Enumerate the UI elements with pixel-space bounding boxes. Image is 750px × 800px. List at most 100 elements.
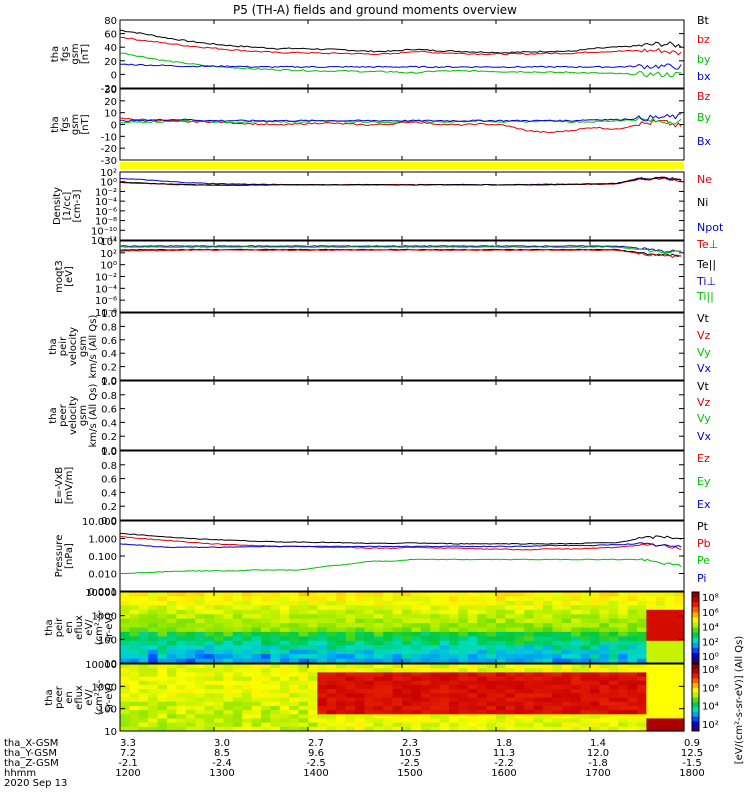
spectrogram-cell (195, 645, 206, 651)
spectrogram-cell (561, 668, 572, 673)
panel-10 (119, 663, 685, 732)
spectrogram-cell (496, 658, 506, 664)
spectrogram-cell (439, 664, 450, 669)
spectrogram-cell (571, 614, 582, 620)
spectrogram-cell (251, 689, 262, 694)
x-tick-label: 1400 (303, 768, 328, 779)
spectrogram-cell (129, 676, 140, 682)
spectrogram-cell (261, 668, 271, 673)
spectrogram-cell (326, 697, 337, 703)
spectrogram-cell (458, 654, 469, 660)
spectrogram-cell (618, 672, 629, 678)
spectrogram-cell (674, 600, 685, 606)
spectrogram-cell (185, 592, 196, 597)
spectrogram-cell (185, 596, 196, 602)
spectrogram-cell (138, 631, 149, 637)
spectrogram-cell (477, 718, 488, 724)
spectrogram-cell (242, 605, 253, 611)
spectrogram-cell (176, 658, 187, 664)
spectrogram-cell (317, 605, 328, 611)
colorbar-cell (692, 602, 699, 608)
spectrogram-cell (590, 664, 600, 669)
y-axis-label: tha (48, 407, 59, 423)
spectrogram-cell (561, 672, 572, 678)
spectrogram-cell (533, 609, 544, 615)
spectrogram-cell (326, 689, 337, 694)
spectrogram-cell (167, 627, 177, 633)
spectrogram-cell (486, 722, 497, 728)
x-row-label: tha_Y-GSM (4, 748, 57, 759)
spectrogram-cell (195, 631, 206, 637)
spectrogram-cell (599, 600, 610, 606)
y-tick-label: 10⁻⁸ (95, 308, 117, 319)
panel-6 (119, 380, 685, 451)
spectrogram-cell (618, 680, 629, 686)
spectrogram-cell (373, 596, 384, 602)
spectrogram-cell (467, 596, 478, 602)
spectrogram-cell (411, 672, 422, 678)
spectrogram-cell (477, 714, 488, 720)
spectrogram-cell (580, 654, 591, 660)
spectrogram-cell (420, 596, 431, 602)
spectrogram-cell (317, 689, 328, 694)
spectrogram-cell (486, 664, 497, 669)
spectrogram-cell (223, 636, 234, 642)
spectrogram-cell (157, 609, 168, 615)
spectrogram-cell (289, 693, 300, 699)
x-tick-label: 3.0 (214, 738, 230, 749)
spectrogram-cell (458, 718, 469, 724)
spectrogram-cell (232, 676, 243, 682)
spectrogram-cell (355, 631, 365, 637)
spectrogram-cell (496, 600, 506, 606)
spectrogram-cell (326, 596, 337, 602)
legend-entry: Pi (697, 572, 706, 585)
spectrogram-cell (185, 668, 196, 673)
legend-entry: Vx (697, 430, 712, 443)
spectrogram-cell (561, 614, 572, 620)
spectrogram-cell (195, 649, 206, 655)
x-tick-label: 2.7 (308, 738, 324, 749)
spectrogram-cell (486, 631, 497, 637)
spectrogram-cell (543, 684, 553, 690)
spectrogram-cell (364, 618, 375, 624)
spectrogram-cell (449, 627, 459, 633)
spectrogram-cell (590, 726, 600, 732)
spectrogram-cell (486, 672, 497, 678)
spectrogram-cell (345, 722, 356, 728)
spectrogram-cell (345, 614, 356, 620)
spectrogram-cell (148, 649, 159, 655)
spectrogram-cell (232, 645, 243, 651)
spectrogram-cell (326, 609, 337, 615)
spectrogram-cell (524, 676, 535, 682)
spectrogram-cell (420, 710, 431, 715)
spectrogram-cell (543, 693, 553, 699)
spectrogram-cell (665, 664, 676, 669)
spectrogram-cell (655, 649, 666, 655)
spectrogram-cell (138, 636, 149, 642)
spectrogram-cell (157, 649, 168, 655)
spectrogram-cell (279, 710, 290, 715)
spectrogram-cell (674, 627, 685, 633)
spectrogram-cell (411, 658, 422, 664)
spectrogram-cell (355, 623, 365, 629)
spectrogram-cell (185, 627, 196, 633)
spectrogram-cell (204, 592, 215, 597)
spectrogram-cell (420, 640, 431, 646)
spectrogram-cell (402, 645, 412, 651)
spectrogram-cell (637, 614, 647, 620)
spectrogram-cell (185, 623, 196, 629)
spectrogram-cell (185, 658, 196, 664)
spectrogram-cell (355, 676, 365, 682)
spectrogram-cell (665, 658, 676, 664)
spectrogram-cell (430, 658, 441, 664)
x-tick-label: 11.3 (493, 748, 515, 759)
legend-entry: Vt (697, 380, 710, 393)
spectrogram-cell (543, 672, 553, 678)
spectrogram-cell (599, 640, 610, 646)
spectrogram-cell (298, 714, 309, 720)
spectrogram-cell (608, 718, 619, 724)
spectrogram-cell (345, 618, 356, 624)
spectrogram-cell (383, 726, 394, 732)
spectrogram-cell (251, 718, 262, 724)
x-row-label: tha_X-GSM (4, 738, 58, 749)
